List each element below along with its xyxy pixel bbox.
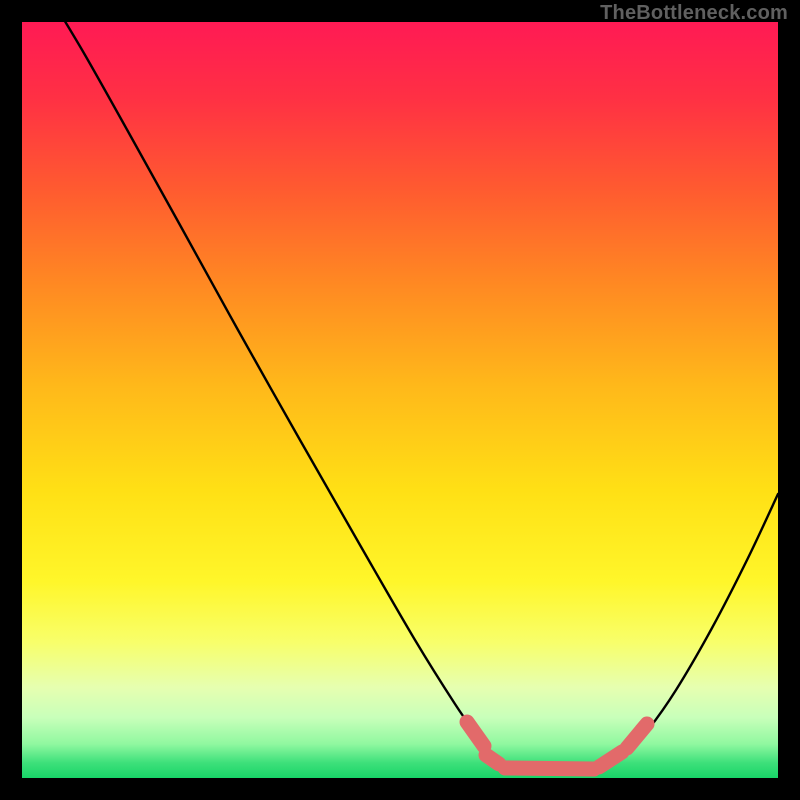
chart-frame-right: [778, 0, 800, 800]
chart-frame-bottom: [0, 778, 800, 800]
heat-gradient-background: [22, 22, 778, 778]
chart-root: { "canvas": { "width": 800, "height": 80…: [0, 0, 800, 800]
watermark-text: TheBottleneck.com: [600, 2, 788, 25]
chart-frame-left: [0, 0, 22, 800]
